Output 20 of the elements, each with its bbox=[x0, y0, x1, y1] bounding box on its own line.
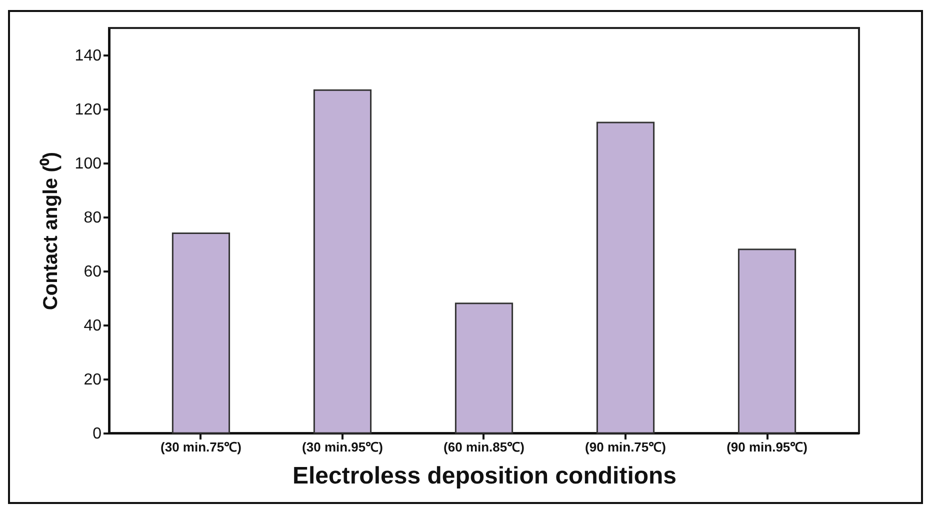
y-tick-label: 100 bbox=[74, 156, 102, 172]
x-tick-label: (90 min.75℃) bbox=[585, 440, 666, 454]
x-tick-label: (30 min.75℃) bbox=[160, 440, 242, 454]
x-tick-label: (30 min.95℃) bbox=[302, 440, 383, 454]
bar bbox=[172, 232, 230, 434]
y-tick-label: 0 bbox=[92, 426, 102, 442]
y-tick-label: 80 bbox=[84, 210, 102, 226]
bar bbox=[313, 89, 372, 434]
bar bbox=[596, 122, 655, 434]
x-tick-label: (90 min.95℃) bbox=[726, 440, 808, 454]
y-tick-label: 120 bbox=[74, 102, 102, 118]
y-tick-label: 60 bbox=[84, 264, 102, 280]
x-axis-title: Electroless deposition conditions bbox=[292, 462, 677, 490]
bar bbox=[454, 302, 514, 434]
x-tick-label: (60 min.85℃) bbox=[444, 440, 524, 454]
y-axis-title: Contact angle (⁰) bbox=[38, 152, 62, 310]
bar bbox=[738, 248, 796, 434]
y-tick-label: 140 bbox=[74, 48, 102, 64]
y-tick-label: 20 bbox=[84, 372, 102, 388]
y-tick-label: 40 bbox=[84, 318, 102, 334]
